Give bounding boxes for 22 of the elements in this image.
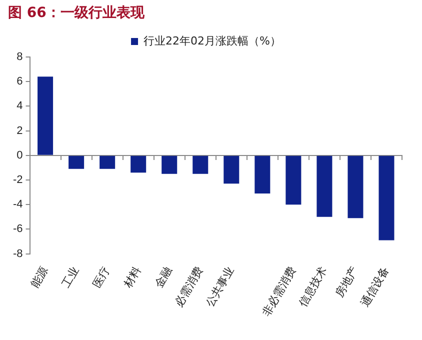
y-tick-label: -6 <box>13 223 23 236</box>
y-tick-label: -2 <box>13 174 23 186</box>
x-tick-label: 非必需消费 <box>260 264 299 319</box>
y-tick-label: 4 <box>16 100 23 112</box>
y-tick-label: 8 <box>16 51 23 64</box>
x-tick-label: 金融 <box>152 264 174 290</box>
y-tick-label: 6 <box>16 76 23 88</box>
x-tick-label: 必需消费 <box>172 264 206 310</box>
x-tick-label: 材料 <box>120 264 144 291</box>
y-tick-label: -8 <box>13 248 23 260</box>
y-tick-label: 0 <box>16 149 23 162</box>
x-tick-label: 医疗 <box>90 264 112 290</box>
x-tick-label: 信息技术 <box>296 264 330 310</box>
y-tick-label: 2 <box>16 124 23 137</box>
legend-label: 行业22年02月涨跌幅（%） <box>144 34 281 48</box>
y-tick-label: -4 <box>13 198 23 211</box>
chart-title: 图 66：一级行业表现 <box>8 4 144 22</box>
x-tick-label: 公共事业 <box>203 264 236 310</box>
x-tick-label: 通信设备 <box>358 264 392 310</box>
x-tick-label: 工业 <box>59 264 82 290</box>
x-tick-label: 能源 <box>28 264 50 290</box>
x-tick-label: 房地产 <box>332 264 361 300</box>
